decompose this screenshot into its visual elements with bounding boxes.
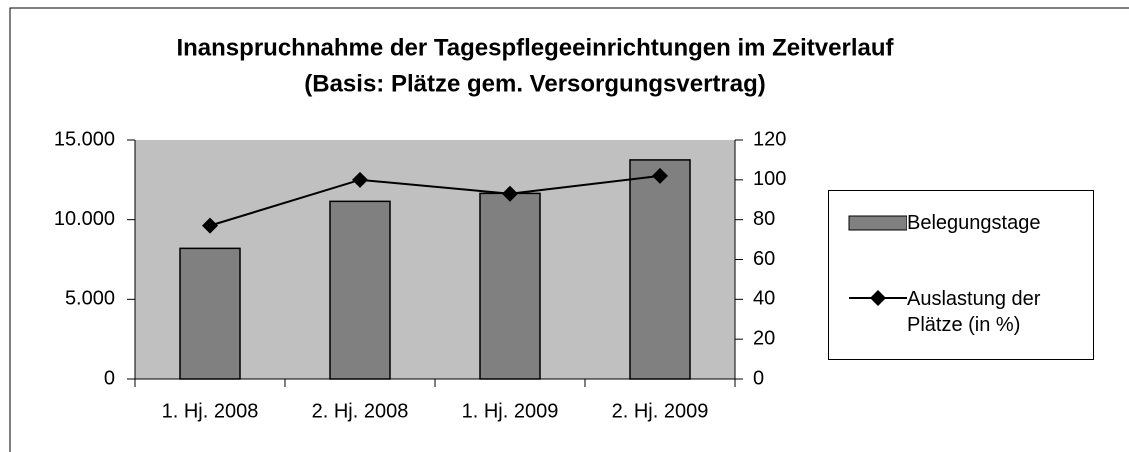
y-tick-label: 0 (104, 367, 115, 389)
legend-entry: Belegungstage (829, 211, 1040, 235)
line-marker (202, 217, 218, 234)
y-tick-label: 15.000 (54, 128, 115, 150)
x-tick-label: 2. Hj. 2009 (612, 400, 709, 422)
line-marker (652, 167, 668, 184)
bar (629, 159, 691, 380)
bar (329, 200, 391, 380)
line (209, 174, 661, 227)
legend-marker (870, 290, 886, 306)
line-marker (502, 185, 518, 202)
x-tick-label: 2. Hj. 2008 (312, 400, 409, 422)
chart-subtitle: (Basis: Plätze gem. Versorgungsvertrag) (304, 70, 765, 97)
y2-tick-label: 0 (753, 367, 764, 389)
y-tick-label: 5.000 (65, 288, 115, 310)
legend-entry: Auslastung der Plätze (in %) (829, 286, 1077, 338)
line-marker (352, 171, 368, 188)
chart-title: Inanspruchnahme der Tagespflegeeinrichtu… (176, 34, 894, 61)
y2-tick-label: 120 (753, 128, 786, 150)
x-tick-label: 1. Hj. 2008 (162, 400, 259, 422)
bar (179, 247, 241, 380)
legend-label: Auslastung der Plätze (in %) (907, 288, 1041, 336)
y2-tick-label: 60 (753, 248, 775, 270)
legend-label: Belegungstage (907, 211, 1041, 234)
legend-swatch (849, 290, 907, 306)
legend-bar-swatch (848, 215, 907, 231)
x-tick-label: 1. Hj. 2009 (462, 400, 559, 422)
y-tick-label: 10.000 (54, 208, 115, 230)
y2-tick-label: 20 (753, 327, 775, 349)
bar (479, 192, 541, 380)
legend-swatch (848, 215, 907, 231)
y2-tick-label: 80 (753, 208, 775, 230)
y2-tick-label: 100 (753, 168, 786, 190)
y2-tick-label: 40 (753, 288, 775, 310)
legend: Belegungstage Auslastung der Plätze (in … (828, 190, 1094, 360)
